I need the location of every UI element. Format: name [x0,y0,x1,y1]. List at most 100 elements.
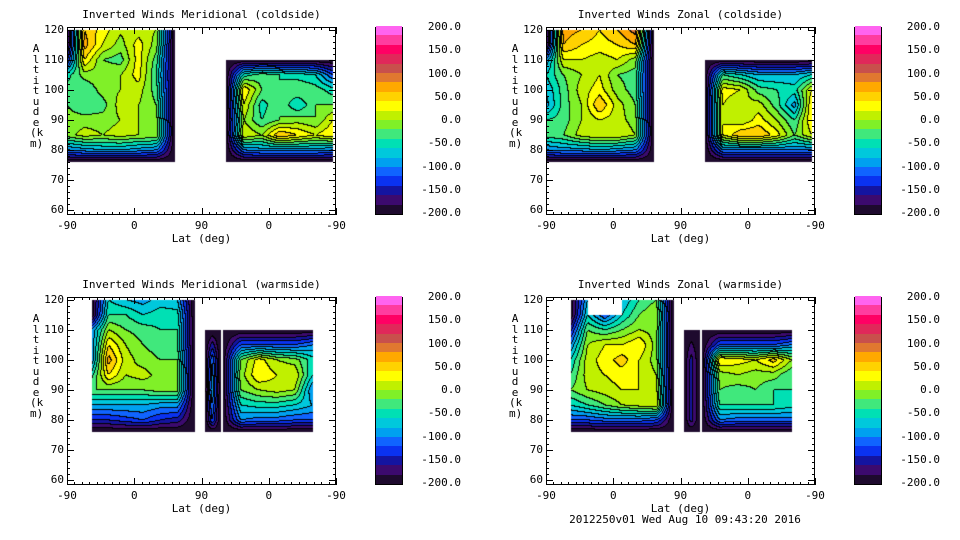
y-tick-label: 110 [44,53,64,67]
colorbar-band [376,63,402,73]
colorbar-band [376,166,402,177]
colorbar-tick-label: -50.0 [906,406,940,420]
colorbar-band [855,380,881,390]
plot-axes [67,27,337,215]
y-tick-label: 90 [50,383,64,397]
contour-panel: Inverted Winds Meridional (coldside) -90 0… [0,0,480,270]
colorbar-tick-label: 150.0 [427,313,461,327]
colorbar-band [376,427,402,437]
colorbar-band [855,295,881,306]
y-tick-label: 80 [50,143,64,157]
colorbar-tick-label: 50.0 [913,359,941,373]
x-axis-label: Lat (deg) [171,502,232,515]
colorbar-band [376,295,402,306]
colorbar-band [376,417,402,428]
colorbar-band [855,53,881,64]
colorbar-tick-label: 0.0 [920,113,940,126]
colorbar-band [855,333,881,343]
x-axis-label: Lat (deg) [650,502,711,515]
colorbar-band [376,361,402,372]
colorbar-band [376,157,402,167]
colorbar-band [855,314,881,325]
colorbar [375,295,403,485]
x-axis-label: Lat (deg) [171,232,232,245]
x-tick-label: 0 [609,489,617,502]
plot-axes [546,297,816,485]
contour-field [546,297,815,485]
colorbar-band [855,323,881,334]
y-tick-label: 120 [523,293,543,306]
x-tick-label: 0 [130,219,138,232]
colorbar-tick-label: 200.0 [906,290,940,303]
colorbar-tick-label: 100.0 [427,66,461,80]
colorbar-band [855,128,881,139]
colorbar-band [855,138,881,149]
x-tick-label: 0 [130,489,138,502]
colorbar-band [376,398,402,409]
colorbar-tick-label: 200.0 [427,290,461,303]
panel-title: Inverted Winds Zonal (coldside) [577,8,784,21]
y-tick-label: 100 [44,83,64,97]
x-tick-label: -90 [536,219,556,232]
y-tick-label: 60 [50,473,64,487]
colorbar-tick-label: -100.0 [421,429,461,443]
colorbar-band [376,44,402,55]
colorbar-tick-label: -200.0 [900,476,940,489]
y-tick-label: 110 [523,323,543,337]
colorbar-tick-label: 0.0 [920,383,940,396]
colorbar-band [376,110,402,120]
colorbar-band [376,314,402,325]
x-tick-label: 0 [265,219,273,232]
colorbar-band [855,408,881,419]
colorbar-tick-label: 150.0 [906,43,940,57]
contour-plot-area [67,297,337,485]
colorbar-band [855,25,881,36]
x-tick-label: -90 [536,489,556,502]
panel-title: Inverted Winds Meridional (coldside) [82,8,321,21]
contour-plot-area [546,297,816,485]
x-tick-label: 0 [744,219,752,232]
colorbar-band [376,185,402,196]
colorbar-band [376,370,402,381]
colorbar-tick-label: 100.0 [906,66,940,80]
y-tick-label: 80 [529,143,543,157]
colorbar-band [376,147,402,158]
colorbar-band [376,53,402,64]
colorbar-band [855,119,881,130]
x-tick-label: -90 [805,489,825,502]
y-axis-label: Altitude (km) [30,42,46,150]
x-tick-label: -90 [326,219,346,232]
colorbar-band [855,91,881,102]
y-axis-label: Altitude (km) [509,312,525,420]
colorbar-tick-label: 200.0 [906,20,940,33]
colorbar [375,25,403,215]
colorbar-band [855,185,881,196]
y-tick-label: 120 [44,23,64,36]
x-tick-label: -90 [57,219,77,232]
colorbar-band [376,100,402,111]
y-tick-label: 90 [529,113,543,127]
y-tick-label: 90 [529,383,543,397]
colorbar-tick-label: 150.0 [906,313,940,327]
colorbar-band [376,128,402,139]
x-tick-label: -90 [805,219,825,232]
colorbar-band [855,81,881,92]
colorbar-band [376,34,402,45]
x-axis-label: Lat (deg) [650,232,711,245]
colorbar-band [855,304,881,315]
colorbar-band [376,342,402,353]
colorbar-tick-label: -150.0 [421,182,461,196]
colorbar-band [855,464,881,475]
colorbar-band [855,63,881,73]
colorbar-tick-label: -200.0 [421,206,461,219]
colorbar-band [855,204,881,214]
colorbar-band [376,474,402,484]
colorbar-band [376,72,402,83]
colorbar-band [855,34,881,45]
colorbar-band [855,100,881,111]
colorbar-band [376,389,402,400]
colorbar-tick-label: 50.0 [913,89,941,103]
colorbar-band [855,436,881,447]
y-tick-label: 70 [529,443,543,457]
y-tick-label: 60 [50,203,64,217]
